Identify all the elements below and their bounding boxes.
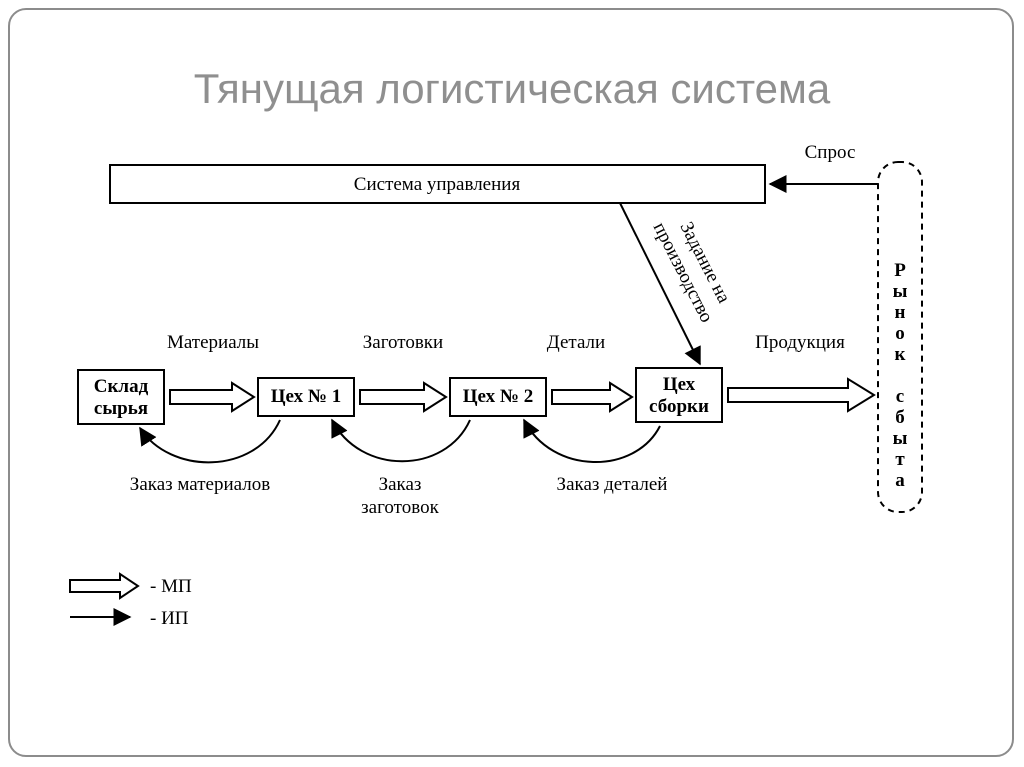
assembly-label-1: Цех bbox=[663, 374, 696, 395]
legend: - МП - ИП bbox=[70, 574, 192, 629]
diagram-svg: Система управления Рынок сбыта Склад сыр… bbox=[0, 0, 1024, 767]
demand-label: Спрос bbox=[805, 142, 856, 163]
legend-mp-label: - МП bbox=[150, 576, 192, 597]
node-shop-1: Цех № 1 bbox=[258, 378, 354, 416]
order-label-blanks-2: заготовок bbox=[361, 497, 439, 518]
flow-label-materials: Материалы bbox=[167, 332, 259, 353]
hollow-arrow-3 bbox=[552, 383, 632, 411]
legend-ip-label: - ИП bbox=[150, 608, 189, 629]
hollow-arrow-2 bbox=[360, 383, 446, 411]
node-warehouse: Склад сырья bbox=[78, 370, 164, 424]
node-market: Рынок сбыта bbox=[878, 162, 922, 512]
flow-label-blanks: Заготовки bbox=[363, 332, 443, 353]
warehouse-label-1: Склад bbox=[94, 376, 149, 397]
order-label-materials: Заказ материалов bbox=[130, 474, 270, 495]
hollow-arrow-1 bbox=[170, 383, 254, 411]
order-arrow-materials bbox=[140, 420, 280, 462]
shop2-label: Цех № 2 bbox=[463, 386, 533, 407]
flow-label-parts: Детали bbox=[547, 332, 605, 353]
order-arrow-parts bbox=[524, 420, 660, 462]
hollow-arrow-4 bbox=[728, 379, 874, 411]
node-control-system: Система управления bbox=[110, 165, 765, 203]
order-label-parts: Заказ деталей bbox=[557, 474, 668, 495]
warehouse-label-2: сырья bbox=[94, 398, 148, 419]
order-label-blanks-1: Заказ bbox=[379, 474, 422, 495]
assembly-label-2: сборки bbox=[649, 396, 709, 417]
legend-hollow-arrow-icon bbox=[70, 574, 138, 598]
market-label: Рынок сбыта bbox=[890, 260, 911, 491]
order-arrow-blanks bbox=[332, 420, 470, 461]
flow-label-products: Продукция bbox=[755, 332, 845, 353]
node-shop-2: Цех № 2 bbox=[450, 378, 546, 416]
shop1-label: Цех № 1 bbox=[271, 386, 341, 407]
node-assembly: Цех сборки bbox=[636, 368, 722, 422]
control-label: Система управления bbox=[354, 174, 521, 195]
